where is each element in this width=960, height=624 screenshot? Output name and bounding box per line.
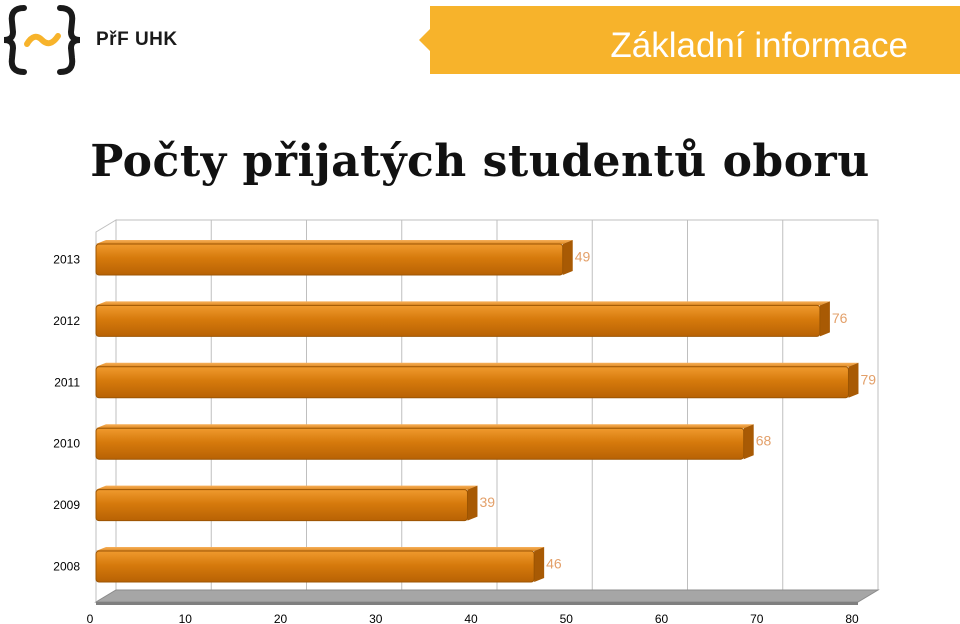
grid-layer — [94, 219, 880, 605]
bar — [95, 366, 849, 399]
category-label: 2013 — [53, 253, 80, 267]
bar-end-face — [534, 547, 545, 582]
bar-end-face — [743, 424, 754, 460]
x-tick-label: 40 — [464, 612, 478, 624]
chart-floor-edge — [96, 602, 858, 605]
faculty-logo — [3, 5, 81, 75]
bar — [95, 550, 535, 583]
banner-title: Základní informace — [610, 26, 908, 65]
x-tick-label: 20 — [274, 612, 288, 624]
chart-floor — [94, 589, 880, 603]
logo-text: PřF UHK — [96, 29, 178, 50]
x-tick-label: 30 — [369, 612, 383, 624]
category-label: 2009 — [53, 498, 80, 512]
bar-end-face — [819, 301, 830, 337]
data-label: 39 — [479, 494, 495, 510]
bar — [95, 427, 745, 460]
x-tick-label: 70 — [750, 612, 764, 624]
bar-end-face — [562, 240, 573, 275]
category-label: 2010 — [53, 437, 80, 451]
bar-top-face — [96, 240, 573, 244]
bar-end-face — [467, 485, 478, 521]
x-tick-label: 0 — [87, 612, 94, 624]
data-label: 46 — [546, 556, 562, 572]
bar-end-face — [848, 362, 859, 398]
bar — [95, 243, 564, 276]
category-label: 2012 — [53, 314, 80, 328]
page-title: Počty přijatých studentů oboru — [90, 136, 870, 187]
bar-top-face — [96, 362, 859, 367]
header-banner: Základní informace — [430, 6, 960, 74]
bar-top-face — [96, 301, 830, 306]
bar-top-face — [96, 547, 545, 551]
labels-layer: 0 10 20 30 40 50 60 70 80 2013 49 2012 76 2011 79 2010 6… — [53, 249, 876, 624]
x-tick-label: 80 — [845, 612, 859, 624]
logo-right-brace — [57, 5, 81, 75]
data-label: 76 — [832, 310, 848, 326]
chart-side-wall — [95, 219, 117, 603]
x-tick-label: 60 — [655, 612, 669, 624]
logo-left-brace — [3, 5, 27, 75]
data-label: 79 — [860, 371, 876, 387]
bar-top-face — [96, 485, 478, 490]
bar-top-face — [96, 424, 754, 429]
category-label: 2008 — [53, 560, 80, 574]
data-label: 49 — [575, 249, 591, 265]
bars-layer — [95, 240, 859, 583]
bar — [95, 489, 468, 522]
data-label: 68 — [756, 433, 772, 449]
x-tick-label: 50 — [560, 612, 574, 624]
logo-tilde — [24, 33, 61, 47]
category-label: 2011 — [54, 375, 80, 389]
bar — [95, 304, 821, 337]
banner-arrow — [419, 28, 431, 52]
x-tick-label: 10 — [179, 612, 193, 624]
